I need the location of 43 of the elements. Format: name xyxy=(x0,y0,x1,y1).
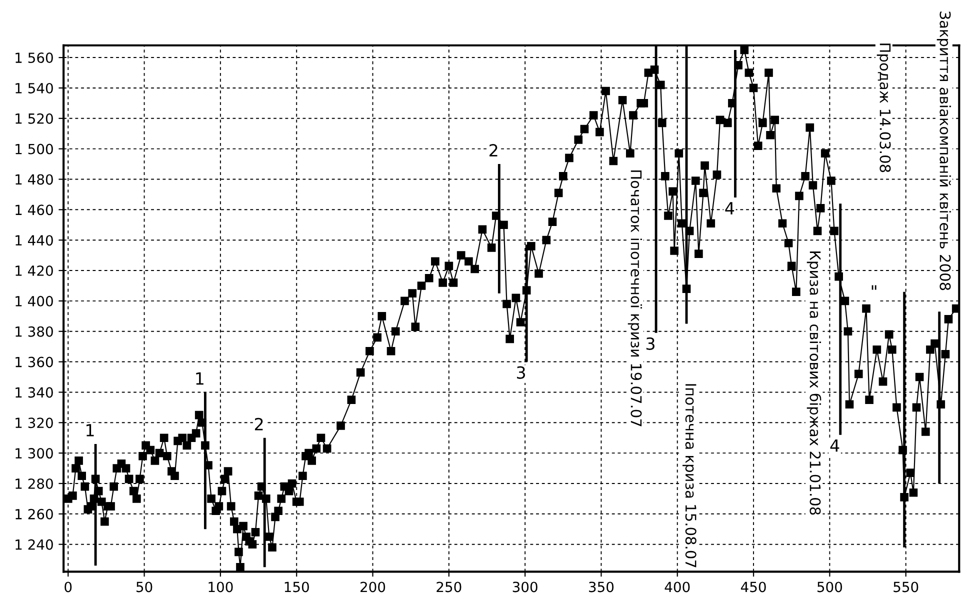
annotation: 2 xyxy=(254,418,263,430)
y-tick-label: 1 280 xyxy=(16,478,53,489)
annotation: 3 xyxy=(646,337,654,350)
x-tick-label: 500 xyxy=(818,582,842,592)
annotation: Іпотечна криза 15.08.07 xyxy=(682,384,696,568)
x-tick-label: 300 xyxy=(512,582,538,592)
annotation: " xyxy=(872,285,876,290)
y-tick-label: 1 300 xyxy=(16,448,53,459)
y-tick-label: 1 260 xyxy=(16,508,53,520)
annotation: 1 xyxy=(196,372,204,385)
y-tick-label: 1 340 xyxy=(16,387,53,398)
y-tick-label: 1 520 xyxy=(16,113,53,124)
y-tick-label: 1 400 xyxy=(16,296,53,306)
annotation: 2 xyxy=(490,144,498,156)
annotation: Закриття авіакомпаній квітень 2008 xyxy=(936,12,951,290)
x-tick-label: 50 xyxy=(136,582,152,592)
y-tick-label: 1 460 xyxy=(16,204,53,216)
y-tick-label: 1 360 xyxy=(16,356,53,368)
x-tick-label: 250 xyxy=(436,582,462,592)
y-tick-label: 1 480 xyxy=(16,174,53,185)
x-tick-label: 450 xyxy=(740,582,766,592)
x-tick-label: 550 xyxy=(894,582,918,592)
annotation: 1 xyxy=(86,424,94,436)
x-tick-label: 150 xyxy=(284,582,309,592)
x-tick-label: 0 xyxy=(64,582,72,592)
x-tick-label: 100 xyxy=(208,582,233,592)
annotation: Криза на світових біржах 21.01.08 xyxy=(806,252,822,515)
annotation: 4 xyxy=(830,439,840,452)
y-tick-label: 1 500 xyxy=(16,144,53,154)
y-tick-label: 1 240 xyxy=(16,539,53,550)
y-tick-label: 1 320 xyxy=(16,418,53,428)
annotation: Продаж 14.03.08 xyxy=(876,44,891,172)
y-tick-label: 1 420 xyxy=(16,265,53,276)
annotation: 3 xyxy=(516,366,525,379)
annotation: Початок іпотечної кризи 19.07.07 xyxy=(628,170,642,426)
annotation: 4 xyxy=(725,202,734,214)
y-tick-label: 1 440 xyxy=(16,235,53,246)
x-tick-label: 200 xyxy=(360,582,386,592)
x-tick-label: 400 xyxy=(664,582,690,592)
y-tick-label: 1 560 xyxy=(16,52,53,64)
y-tick-label: 1 540 xyxy=(16,82,53,94)
x-tick-label: 350 xyxy=(589,582,614,592)
y-tick-label: 1 380 xyxy=(16,326,53,337)
